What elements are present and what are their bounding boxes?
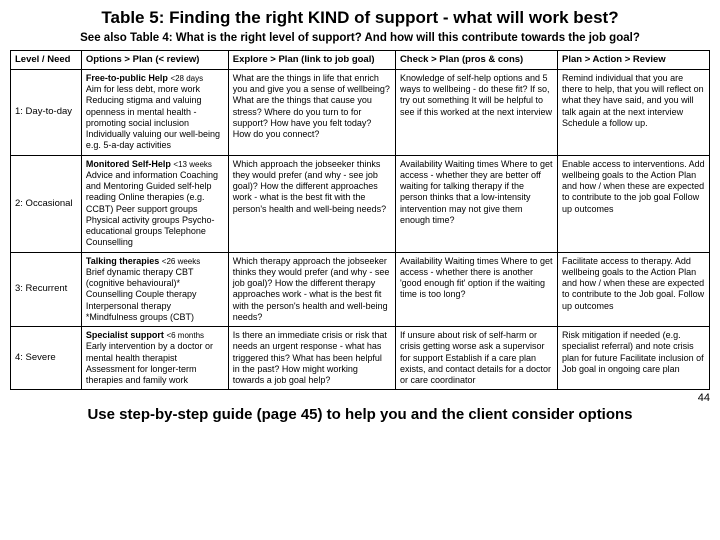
- row-label: 4: Severe: [11, 327, 82, 390]
- cell-body: Brief dynamic therapy CBT (cognitive beh…: [86, 267, 197, 322]
- cell-small: <13 weeks: [173, 160, 211, 169]
- cell-body: Aim for less debt, more work Reducing st…: [86, 84, 220, 150]
- cell-explore: What are the things in life that enrich …: [228, 69, 395, 155]
- header-options: Options > Plan (< review): [81, 51, 228, 70]
- support-table: Level / Need Options > Plan (< review) E…: [10, 50, 710, 390]
- cell-explore: Which approach the jobseeker thinks they…: [228, 155, 395, 252]
- cell-body: Early intervention by a doctor or mental…: [86, 341, 213, 385]
- cell-small: <28 days: [170, 74, 203, 83]
- cell-check: Availability Waiting times Where to get …: [395, 252, 557, 327]
- cell-check: Knowledge of self-help options and 5 way…: [395, 69, 557, 155]
- cell-lead: Talking therapies: [86, 256, 159, 266]
- cell-plan: Facilitate access to therapy. Add wellbe…: [558, 252, 710, 327]
- cell-lead: Free-to-public Help: [86, 73, 168, 83]
- cell-options: Specialist support <6 months Early inter…: [81, 327, 228, 390]
- footer-text: Use step-by-step guide (page 45) to help…: [10, 406, 710, 423]
- cell-body: Advice and information Coaching and Ment…: [86, 170, 218, 248]
- page-number: 44: [10, 392, 710, 404]
- cell-check: If unsure about risk of self-harm or cri…: [395, 327, 557, 390]
- cell-explore: Which therapy approach the jobseeker thi…: [228, 252, 395, 327]
- cell-check: Availability Waiting times Where to get …: [395, 155, 557, 252]
- table-row: 1: Day-to-day Free-to-public Help <28 da…: [11, 69, 710, 155]
- cell-lead: Monitored Self-Help: [86, 159, 171, 169]
- cell-small: <6 months: [166, 331, 204, 340]
- row-label: 1: Day-to-day: [11, 69, 82, 155]
- page-subtitle: See also Table 4: What is the right leve…: [10, 32, 710, 44]
- row-label: 3: Recurrent: [11, 252, 82, 327]
- header-plan: Plan > Action > Review: [558, 51, 710, 70]
- cell-options: Monitored Self-Help <13 weeks Advice and…: [81, 155, 228, 252]
- header-check: Check > Plan (pros & cons): [395, 51, 557, 70]
- header-level: Level / Need: [11, 51, 82, 70]
- cell-small: <26 weeks: [162, 257, 200, 266]
- cell-options: Talking therapies <26 weeks Brief dynami…: [81, 252, 228, 327]
- page-title: Table 5: Finding the right KIND of suppo…: [10, 8, 710, 28]
- cell-plan: Risk mitigation if needed (e.g. speciali…: [558, 327, 710, 390]
- cell-lead: Specialist support: [86, 330, 164, 340]
- table-row: 2: Occasional Monitored Self-Help <13 we…: [11, 155, 710, 252]
- cell-options: Free-to-public Help <28 days Aim for les…: [81, 69, 228, 155]
- cell-explore: Is there an immediate crisis or risk tha…: [228, 327, 395, 390]
- table-row: 3: Recurrent Talking therapies <26 weeks…: [11, 252, 710, 327]
- cell-plan: Remind individual that you are there to …: [558, 69, 710, 155]
- header-explore: Explore > Plan (link to job goal): [228, 51, 395, 70]
- row-label: 2: Occasional: [11, 155, 82, 252]
- cell-plan: Enable access to interventions. Add well…: [558, 155, 710, 252]
- table-header-row: Level / Need Options > Plan (< review) E…: [11, 51, 710, 70]
- table-row: 4: Severe Specialist support <6 months E…: [11, 327, 710, 390]
